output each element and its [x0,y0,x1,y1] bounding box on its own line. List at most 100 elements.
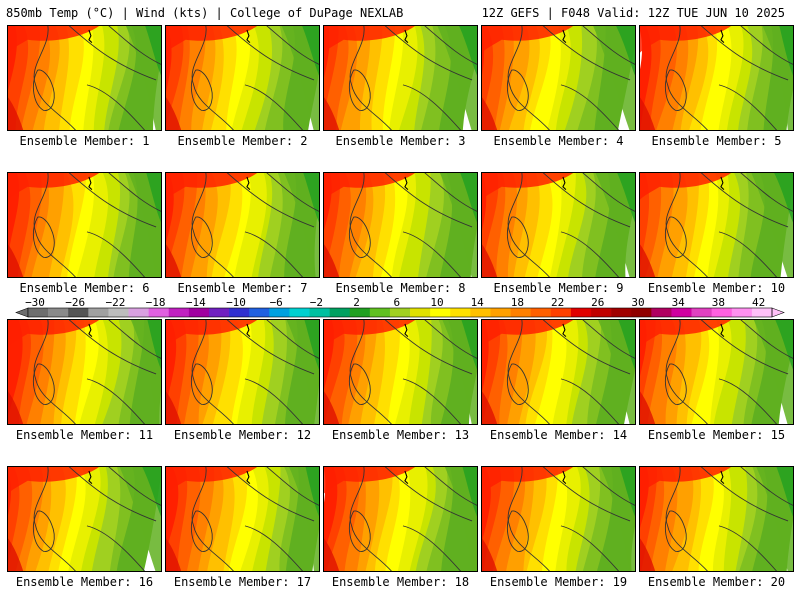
colorbar-swatch [450,308,471,317]
colorbar-tick-label: −30 [25,296,45,309]
colorbar-swatch [611,308,632,317]
colorbar-tick-label: −14 [186,296,206,309]
ensemble-map-17 [165,466,320,572]
colorbar-tick-label: 18 [511,296,524,309]
colorbar-swatch [490,308,511,317]
colorbar-swatch [289,308,310,317]
colorbar-swatch [349,308,371,317]
colorbar-swatch [148,308,170,317]
ensemble-map-10 [639,172,794,278]
colorbar-swatch [249,308,270,317]
colorbar-swatch [550,308,572,317]
colorbar-swatch [510,308,532,317]
ensemble-member-label: Ensemble Member: 4 [493,134,624,148]
colorbar-tick-label: −18 [146,296,166,309]
ensemble-member-label: Ensemble Member: 10 [647,281,786,295]
ensemble-member-label: Ensemble Member: 3 [335,134,466,148]
colorbar-swatch [369,308,391,317]
ensemble-map-19 [481,466,636,572]
colorbar-tick-label: −22 [105,296,125,309]
ensemble-map-1 [7,25,162,131]
colorbar-swatch [430,308,451,317]
ensemble-member-label: Ensemble Member: 16 [15,575,154,589]
colorbar-tick-label: 42 [752,296,765,309]
colorbar-tick-label: 10 [430,296,443,309]
ensemble-map-13 [323,319,478,425]
colorbar-swatch [530,308,552,317]
ensemble-member-label: Ensemble Member: 8 [335,281,466,295]
ensemble-member-label: Ensemble Member: 12 [173,428,312,442]
colorbar-tick-label: 26 [591,296,604,309]
colorbar-swatch [691,308,712,317]
colorbar-swatch [168,308,190,317]
ensemble-member-label: Ensemble Member: 9 [493,281,624,295]
ensemble-map-8 [323,172,478,278]
ensemble-map-9 [481,172,636,278]
ensemble-member-label: Ensemble Member: 17 [173,575,312,589]
colorbar-tick-label: 6 [393,296,400,309]
colorbar-swatch [229,308,250,317]
ensemble-map-15 [639,319,794,425]
colorbar-max-arrow [771,307,785,318]
colorbar-swatch [591,308,612,317]
colorbar-swatch [108,308,129,317]
ensemble-map-11 [7,319,162,425]
colorbar-swatch [48,308,69,317]
colorbar-swatch [470,308,491,317]
colorbar-tick-label: −26 [65,296,85,309]
header-title: 850mb Temp (°C) | Wind (kts) | College o… [6,6,404,20]
ensemble-member-label: Ensemble Member: 5 [651,134,782,148]
ensemble-member-label: Ensemble Member: 11 [15,428,154,442]
ensemble-member-label: Ensemble Member: 7 [177,281,308,295]
colorbar-tick-label: 30 [631,296,644,309]
ensemble-map-2 [165,25,320,131]
colorbar-min-arrow [15,307,29,318]
ensemble-map-3 [323,25,478,131]
colorbar-tick-label: −6 [270,296,283,309]
colorbar-tick-label: 22 [551,296,564,309]
ensemble-member-label: Ensemble Member: 18 [331,575,470,589]
ensemble-member-label: Ensemble Member: 2 [177,134,308,148]
ensemble-map-6 [7,172,162,278]
colorbar-swatch [208,308,230,317]
ensemble-member-label: Ensemble Member: 1 [19,134,150,148]
colorbar-tick-label: 14 [471,296,485,309]
ensemble-member-label: Ensemble Member: 19 [489,575,628,589]
colorbar-swatch [731,308,753,317]
ensemble-map-7 [165,172,320,278]
colorbar-tick-label: −10 [226,296,246,309]
colorbar-swatch [671,308,692,317]
colorbar-tick-label: 38 [712,296,725,309]
colorbar-swatch [88,308,109,317]
ensemble-member-label: Ensemble Member: 6 [19,281,150,295]
ensemble-member-label: Ensemble Member: 14 [489,428,628,442]
ensemble-member-label: Ensemble Member: 15 [647,428,786,442]
ensemble-map-20 [639,466,794,572]
colorbar-swatch [28,308,49,317]
colorbar-tick-label: 34 [672,296,686,309]
colorbar-swatch [389,308,411,317]
colorbar-tick-label: 2 [353,296,360,309]
header-run-info: 12Z GEFS | F048 Valid: 12Z TUE JUN 10 20… [481,6,785,20]
colorbar-swatch [751,308,773,317]
colorbar-swatch [188,308,210,317]
ensemble-map-5 [639,25,794,131]
colorbar-swatch [651,308,672,317]
colorbar-swatch [570,308,592,317]
colorbar-swatch [329,308,351,317]
colorbar-swatch [631,308,652,317]
colorbar-swatch [128,308,149,317]
colorbar-swatch [410,308,431,317]
ensemble-member-label: Ensemble Member: 13 [331,428,470,442]
ensemble-member-label: Ensemble Member: 20 [647,575,786,589]
colorbar-swatch [309,308,330,317]
colorbar-swatch [711,308,733,317]
ensemble-map-18 [323,466,478,572]
ensemble-map-4 [481,25,636,131]
colorbar-swatch [68,308,89,317]
colorbar-swatch [269,308,290,317]
ensemble-map-16 [7,466,162,572]
ensemble-map-14 [481,319,636,425]
ensemble-map-12 [165,319,320,425]
temperature-colorbar: −30 −26 −22 −18 −14 −10 −6 −2 2 6 10 14 18 22 26 30 34 38… [15,296,785,318]
